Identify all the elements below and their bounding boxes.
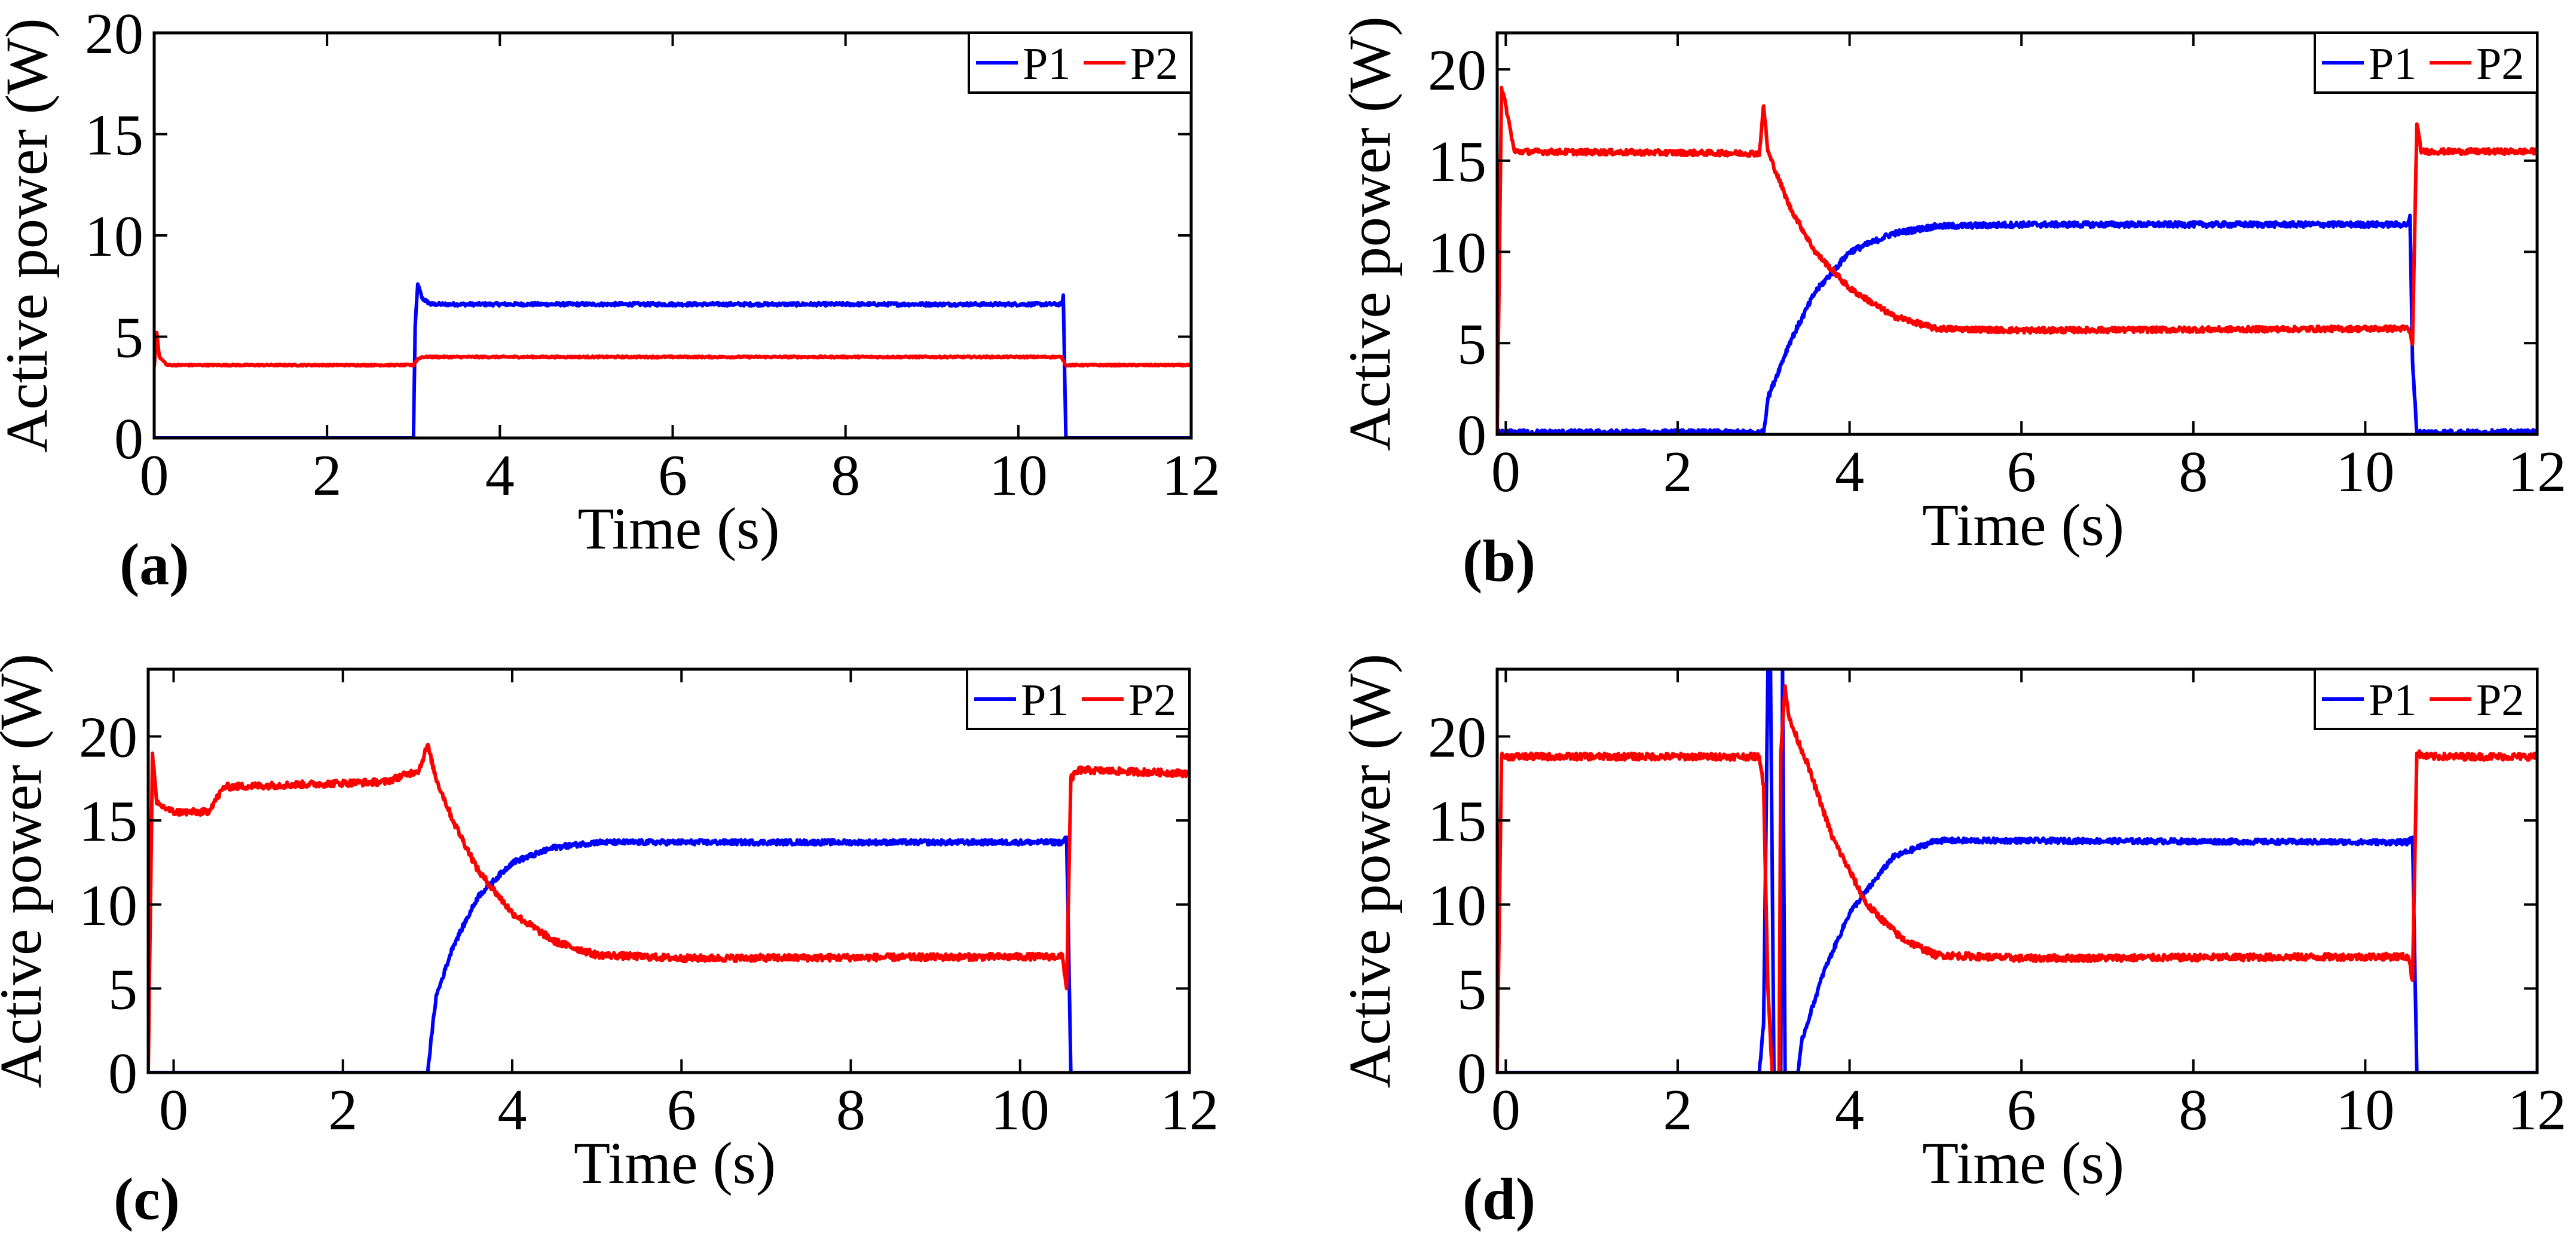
y-tick-label: 15: [79, 789, 137, 854]
y-tick-label: 5: [1457, 957, 1486, 1022]
y-axis-label: Active power (W): [0, 654, 54, 1088]
y-tick-label: 20: [79, 706, 137, 770]
panel-label: (b): [1463, 528, 1535, 594]
x-tick-label: 12: [1160, 1078, 1219, 1142]
x-tick-label: 4: [1835, 1078, 1864, 1142]
legend-entry-p2: P2: [1128, 675, 1176, 725]
x-tick-label: 2: [313, 443, 342, 508]
y-tick-label: 10: [1428, 221, 1486, 286]
x-tick-label: 10: [989, 443, 1048, 508]
panel-label: (d): [1463, 1166, 1535, 1232]
x-tick-label: 4: [497, 1078, 527, 1142]
plot-frame: [1495, 667, 2539, 1074]
y-axis-label: Active power (W): [1336, 654, 1403, 1088]
x-axis-label: Time (s): [577, 495, 779, 562]
panel-label: (a): [120, 531, 189, 598]
y-tick-label: 0: [114, 407, 143, 471]
legend: P1 P2: [2314, 668, 2538, 730]
x-tick-label: 4: [485, 443, 515, 508]
series-line-p2: [1497, 85, 2537, 434]
x-tick-label: 12: [2508, 1078, 2566, 1142]
x-tick-label: 6: [2007, 440, 2036, 504]
y-tick-label: 10: [1428, 874, 1486, 938]
y-tick-label: 5: [1457, 312, 1486, 376]
legend-entry-p1: P1: [1021, 675, 1069, 725]
x-tick-label: 8: [831, 443, 860, 508]
y-tick-label: 0: [1457, 1041, 1486, 1106]
legend-entry-p1: P1: [2369, 675, 2416, 725]
x-tick-label: 10: [2336, 440, 2394, 504]
plot-frame: [1495, 31, 2539, 436]
x-tick-label: 0: [140, 443, 169, 508]
y-tick-label: 0: [108, 1041, 137, 1106]
legend-entry-p2: P2: [2476, 39, 2524, 89]
y-tick-label: 20: [85, 2, 143, 66]
x-axis-label: Time (s): [1922, 492, 2124, 558]
legend-entry-p2: P2: [1130, 39, 1178, 89]
y-tick-label: 15: [1428, 130, 1486, 194]
x-tick-label: 8: [2179, 440, 2208, 504]
panel-label: (c): [114, 1166, 180, 1232]
series-line-p2: [154, 330, 1191, 368]
y-tick-label: 5: [114, 306, 143, 370]
x-tick-label: 0: [1491, 440, 1520, 504]
legend: P1 P2: [2314, 32, 2538, 94]
series-line-p2: [148, 743, 1189, 1073]
y-tick-label: 15: [1428, 789, 1486, 854]
series-line-p2: [1497, 684, 2537, 1073]
plot-frame: [146, 667, 1191, 1074]
x-tick-label: 6: [2007, 1078, 2036, 1142]
x-tick-label: 2: [1663, 440, 1692, 504]
x-tick-label: 8: [2179, 1078, 2208, 1142]
y-tick-label: 10: [85, 204, 143, 269]
x-tick-label: 0: [1491, 1078, 1520, 1142]
series-line-p1: [154, 282, 1191, 438]
series-line-p1: [1497, 669, 2537, 1073]
chart-panel-1: 0 2 4 6 8 10 12 0 5 10 15 20 Time (s) Active power (W…: [0, 2, 1220, 598]
x-tick-label: 6: [658, 443, 687, 508]
x-tick-label: 6: [667, 1078, 696, 1142]
y-tick-label: 5: [108, 957, 137, 1022]
x-axis-label: Time (s): [1922, 1130, 2124, 1196]
y-axis-label: Active power (W): [0, 18, 60, 452]
y-tick-label: 10: [79, 874, 137, 938]
y-tick-label: 20: [1428, 38, 1486, 103]
x-tick-label: 12: [1162, 443, 1220, 508]
legend-entry-p1: P1: [2369, 39, 2416, 89]
y-tick-label: 15: [85, 103, 143, 168]
x-tick-label: 2: [328, 1078, 357, 1142]
legend-entry-p2: P2: [2476, 675, 2524, 725]
x-tick-label: 4: [1835, 440, 1864, 504]
x-tick-label: 10: [2336, 1078, 2394, 1142]
x-tick-label: 2: [1663, 1078, 1692, 1142]
legend: P1 P2: [966, 668, 1191, 730]
series-line-p1: [148, 835, 1189, 1073]
x-tick-label: 8: [836, 1078, 865, 1142]
y-axis-label: Active power (W): [1336, 16, 1403, 451]
y-tick-label: 20: [1428, 706, 1486, 770]
x-tick-label: 0: [159, 1078, 188, 1142]
y-tick-label: 0: [1457, 403, 1486, 468]
x-tick-label: 10: [991, 1078, 1050, 1142]
legend: P1 P2: [968, 32, 1192, 94]
x-tick-label: 12: [2508, 440, 2566, 504]
series-line-p1: [1497, 213, 2537, 434]
x-axis-label: Time (s): [574, 1130, 776, 1196]
legend-entry-p1: P1: [1023, 39, 1070, 89]
